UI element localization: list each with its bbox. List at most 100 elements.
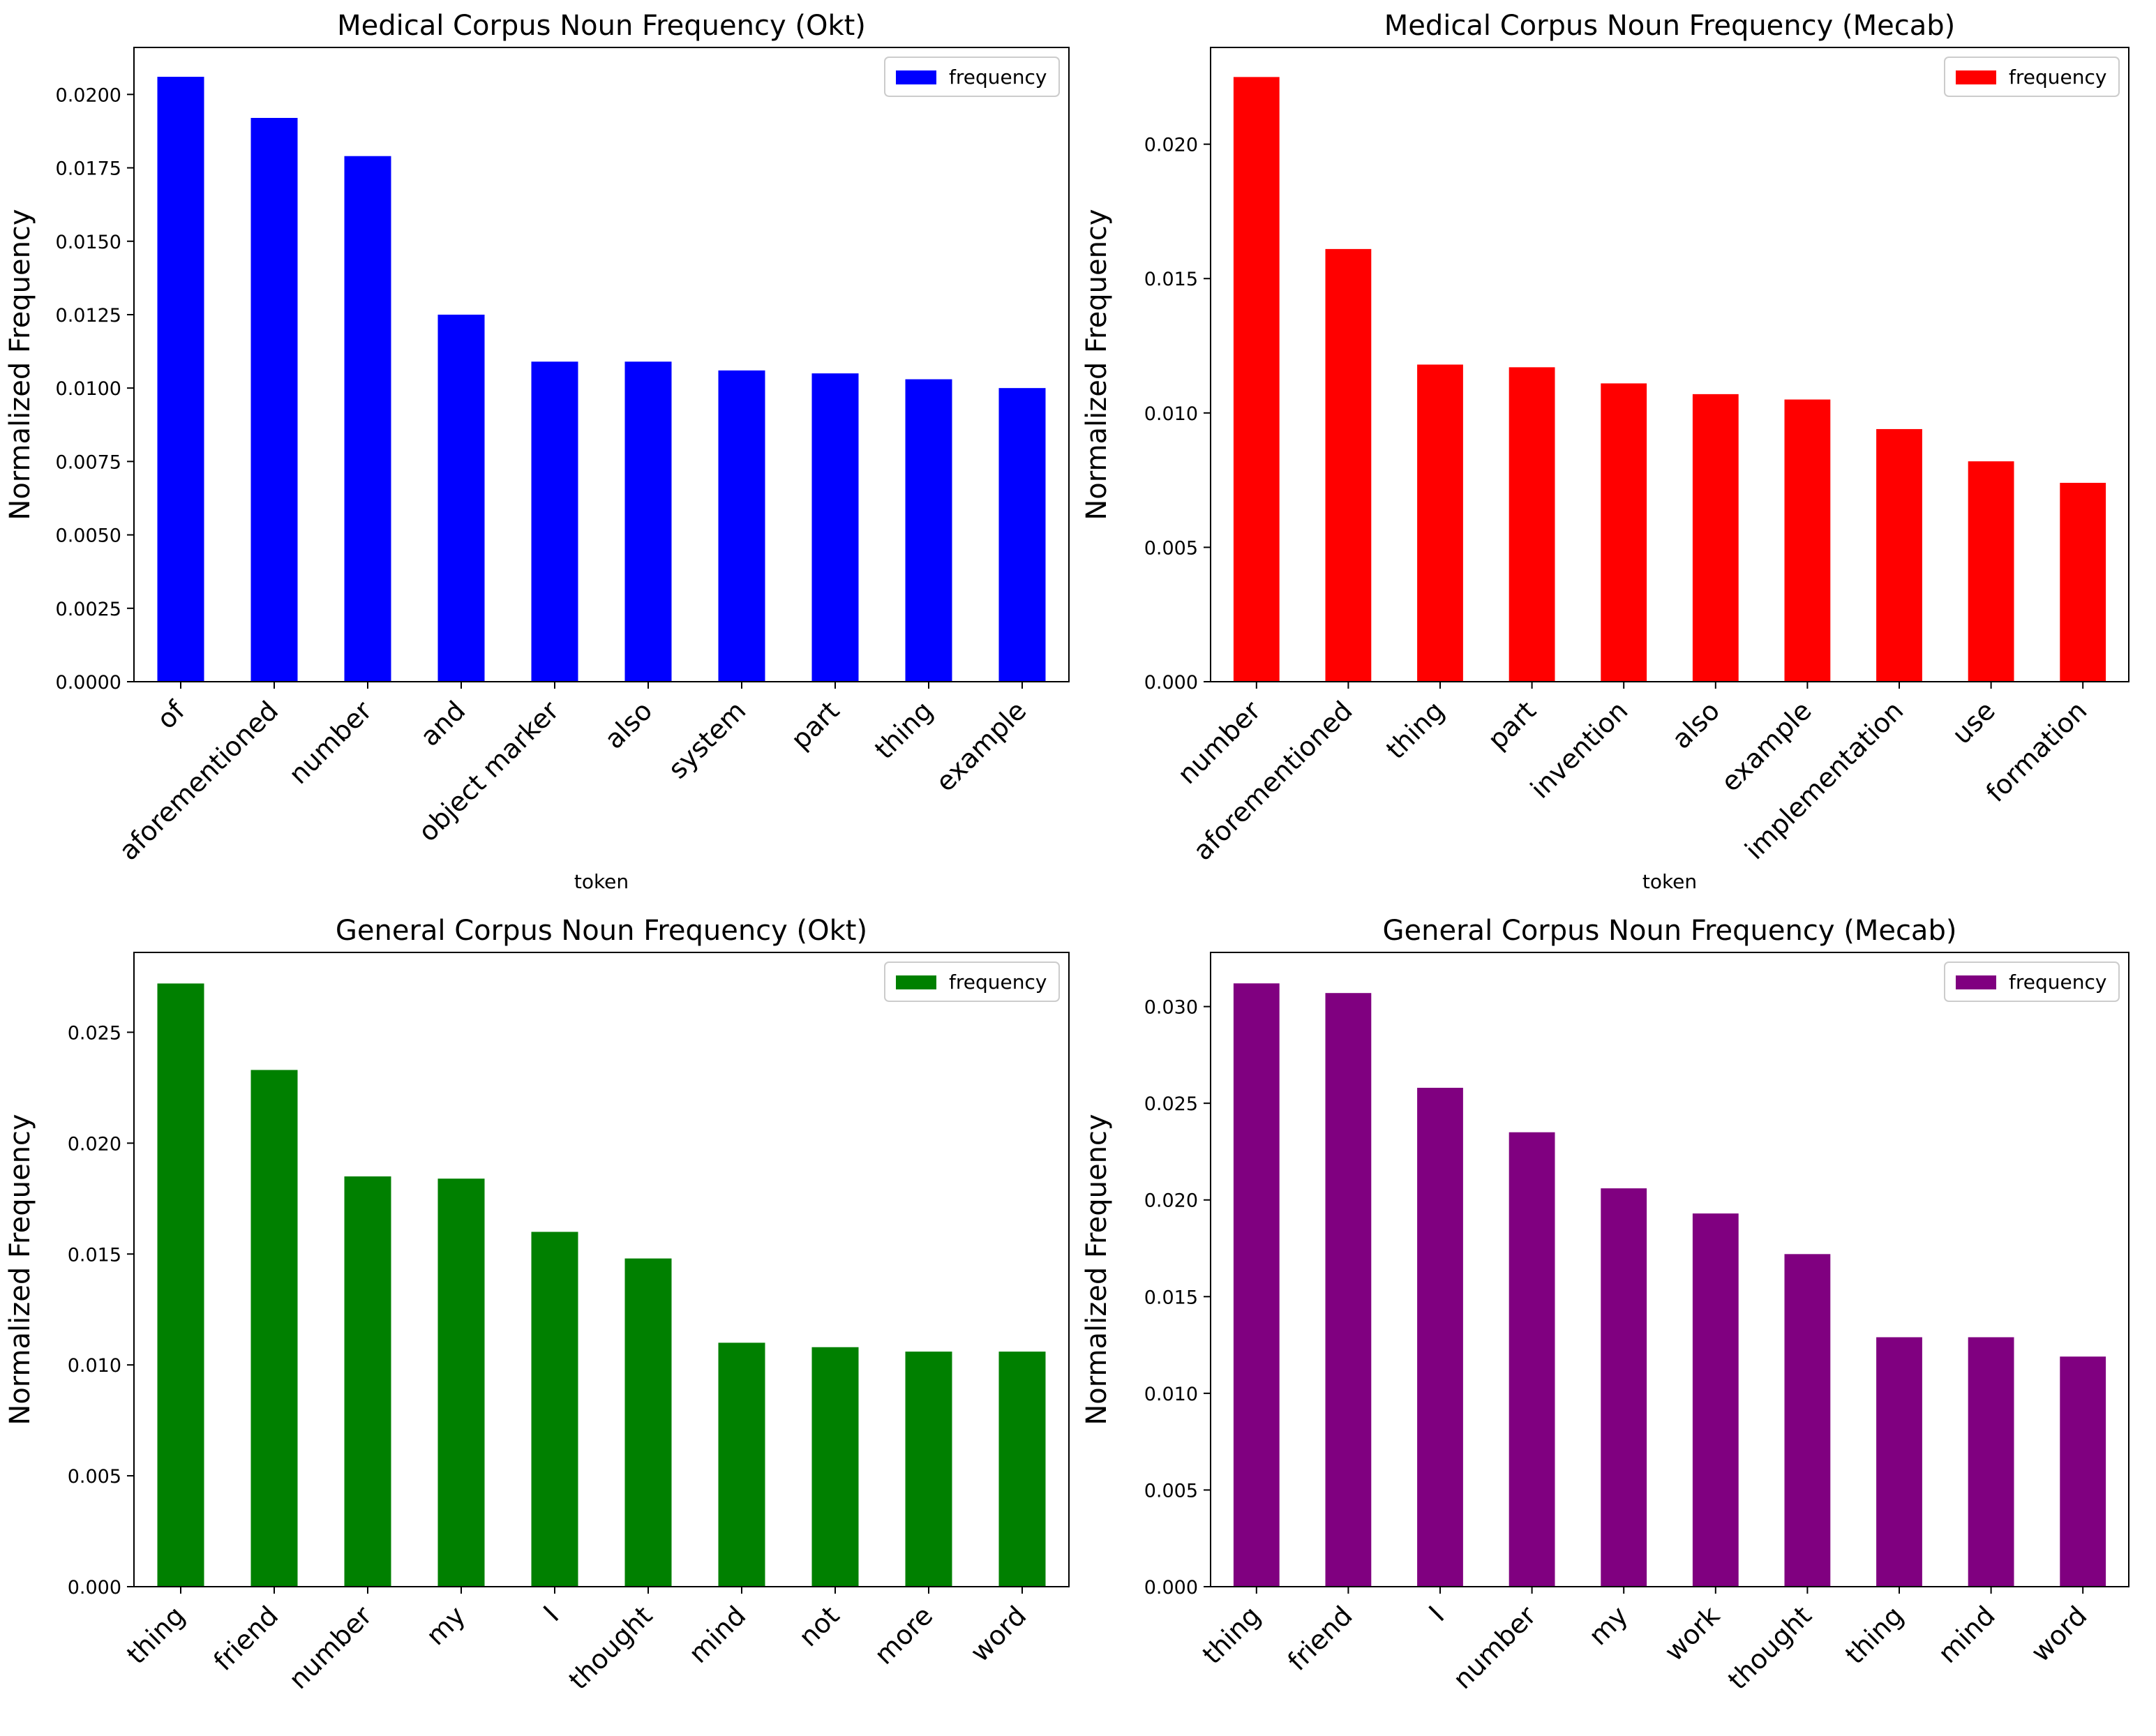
bar-also xyxy=(1692,394,1739,682)
x-tick-label: my xyxy=(1582,1600,1633,1651)
y-tick-label: 0.000 xyxy=(1144,1577,1198,1599)
bar-number xyxy=(1509,1132,1555,1587)
bar-implementation xyxy=(1876,428,1922,682)
bar-thing xyxy=(157,983,204,1587)
plot-frame xyxy=(133,952,1070,1587)
x-tick-label: word xyxy=(2025,1600,2093,1668)
bar-formation xyxy=(2060,482,2106,682)
y-tick-label: 0.000 xyxy=(1144,672,1198,694)
bar-system xyxy=(718,370,765,682)
y-tick-label: 0.020 xyxy=(1144,135,1198,156)
chart-title: Medical Corpus Noun Frequency (Okt) xyxy=(337,10,866,42)
x-tick-label: thing xyxy=(1380,695,1450,765)
x-tick-label: more xyxy=(869,1600,939,1670)
bar-mind xyxy=(1968,1337,2014,1587)
bar-thought xyxy=(624,1258,672,1587)
bar-thing xyxy=(1876,1337,1922,1587)
bar-aforementioned xyxy=(1325,248,1372,682)
y-axis-label: Normalized Frequency xyxy=(1081,209,1113,520)
x-tick-label: thought xyxy=(1722,1600,1818,1696)
y-tick-label: 0.010 xyxy=(68,1355,121,1377)
bar-number xyxy=(344,1176,391,1587)
x-tick-label: also xyxy=(599,695,658,754)
bar-my xyxy=(1601,1188,1647,1587)
y-tick-label: 0.015 xyxy=(68,1244,121,1266)
legend-label: frequency xyxy=(2009,971,2106,994)
y-axis-label: Normalized Frequency xyxy=(4,1114,36,1425)
chart-panel-4: General Corpus Noun Frequency (Mecab) 0.0… xyxy=(1081,915,2129,1696)
x-tick-label: aforementioned xyxy=(1187,695,1358,866)
bar-more xyxy=(905,1352,952,1587)
x-tick-label: aforementioned xyxy=(113,695,284,866)
y-tick-label: 0.0200 xyxy=(56,84,121,106)
y-tick-label: 0.025 xyxy=(68,1022,121,1044)
bar-number xyxy=(344,156,391,682)
plot-frame xyxy=(1210,952,2129,1587)
bar-friend xyxy=(1325,993,1372,1587)
bar-part xyxy=(811,373,859,682)
x-tick-label: part xyxy=(1482,695,1542,755)
legend-label: frequency xyxy=(2009,66,2106,89)
y-tick-label: 0.005 xyxy=(1144,1480,1198,1502)
legend-label: frequency xyxy=(949,971,1047,994)
y-tick-label: 0.005 xyxy=(1144,537,1198,559)
x-tick-label: friend xyxy=(208,1600,285,1677)
bar-thought xyxy=(1784,1254,1831,1587)
y-tick-label: 0.005 xyxy=(68,1466,121,1488)
legend-swatch xyxy=(1956,975,1996,989)
plot-frame xyxy=(133,47,1070,682)
x-tick-label: invention xyxy=(1525,695,1634,805)
x-tick-label: I xyxy=(537,1600,564,1627)
bar-friend xyxy=(250,1070,298,1587)
bar-also xyxy=(624,361,672,682)
x-tick-label: word xyxy=(964,1600,1032,1668)
y-tick-label: 0.0125 xyxy=(56,305,121,327)
bar-i xyxy=(1417,1087,1463,1587)
bar-invention xyxy=(1601,383,1647,682)
bar-work xyxy=(1692,1213,1739,1587)
legend-label: frequency xyxy=(949,66,1047,89)
y-tick-label: 0.0075 xyxy=(56,451,121,473)
y-tick-label: 0.000 xyxy=(68,1577,121,1599)
y-tick-label: 0.015 xyxy=(1144,269,1198,290)
legend-swatch xyxy=(896,70,936,84)
bar-example xyxy=(998,388,1046,682)
bar-i xyxy=(531,1232,578,1587)
bar-thing xyxy=(1417,364,1463,682)
y-tick-label: 0.020 xyxy=(68,1133,121,1155)
legend-box xyxy=(884,961,1060,1002)
x-tick-label: number xyxy=(1447,1600,1542,1695)
legend-swatch xyxy=(896,975,936,989)
y-tick-label: 0.010 xyxy=(1144,1384,1198,1405)
bar-of xyxy=(157,77,204,682)
x-tick-label: implementation xyxy=(1739,695,1909,865)
bar-mind xyxy=(718,1342,765,1587)
legend: frequency xyxy=(884,961,1060,1002)
bar-object-marker xyxy=(531,361,578,682)
chart-panel-1: Medical Corpus Noun Frequency (Okt) 0.000… xyxy=(4,10,1070,893)
bar-and xyxy=(437,314,485,682)
x-tick-label: system xyxy=(662,695,751,784)
x-tick-label: number xyxy=(1171,695,1266,790)
x-tick-label: number xyxy=(283,695,377,790)
x-tick-label: formation xyxy=(1980,695,2093,808)
bar-use xyxy=(1968,461,2014,682)
legend-box xyxy=(1944,961,2120,1002)
y-axis-label: Normalized Frequency xyxy=(1081,1114,1113,1425)
x-tick-label: thing xyxy=(869,695,938,765)
y-tick-label: 0.0050 xyxy=(56,525,121,547)
bar-number xyxy=(1233,77,1280,682)
y-tick-label: 0.010 xyxy=(1144,403,1198,425)
chart-title: Medical Corpus Noun Frequency (Mecab) xyxy=(1384,10,1956,42)
y-tick-label: 0.0000 xyxy=(56,672,121,694)
x-tick-label: use xyxy=(1946,695,2001,750)
plot-frame xyxy=(1210,47,2129,682)
legend: frequency xyxy=(884,57,1060,97)
x-tick-label: friend xyxy=(1282,1600,1358,1677)
bar-word xyxy=(2060,1356,2106,1587)
x-tick-label: I xyxy=(1423,1600,1450,1627)
x-tick-label: also xyxy=(1666,695,1725,754)
legend-box xyxy=(884,57,1060,97)
x-tick-label: not xyxy=(793,1600,845,1652)
